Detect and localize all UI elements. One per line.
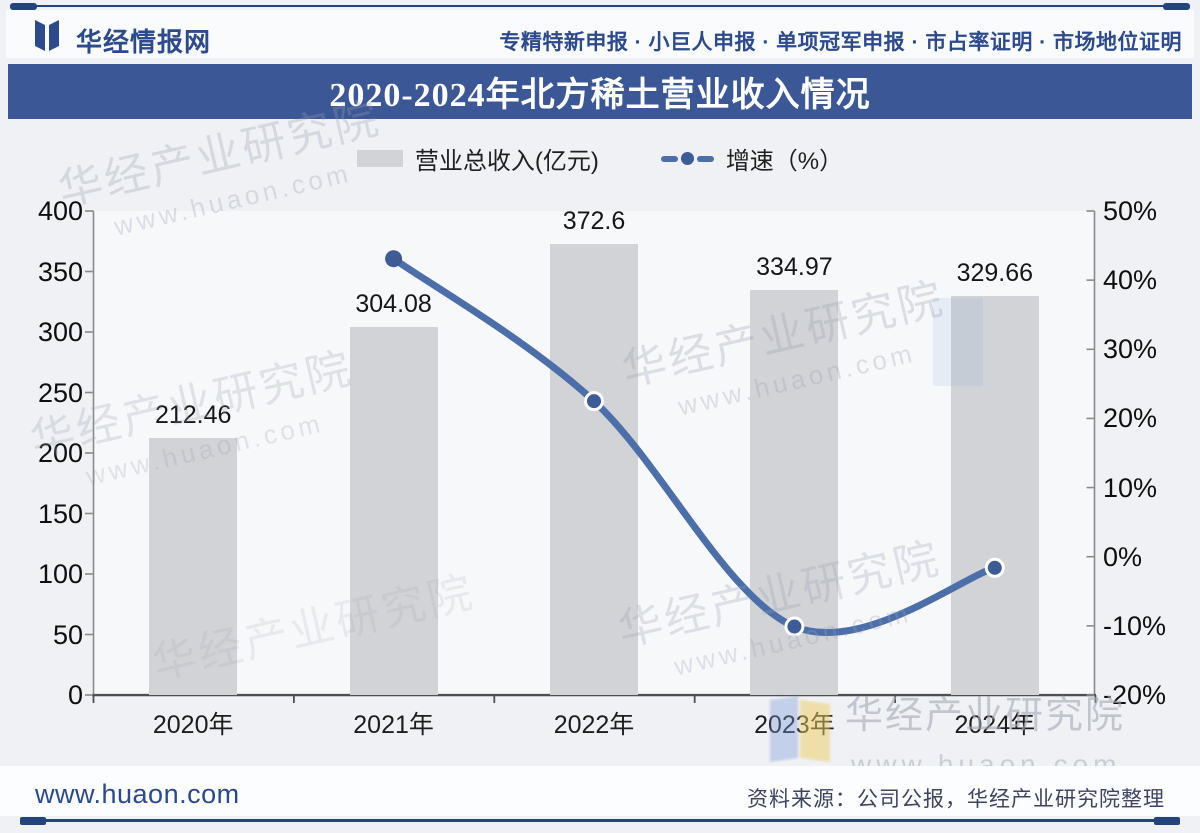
bar <box>349 327 438 695</box>
bar-swatch-icon <box>356 150 403 167</box>
top-rule-left-cap <box>10 2 37 10</box>
x-axis-tick-label: 2023年 <box>754 711 835 739</box>
growth-point <box>584 391 604 412</box>
left-axis-tick-label: 350 <box>37 256 83 287</box>
title-bar: 2020-2024年北方稀土营业收入情况 <box>8 64 1192 119</box>
line-swatch-icon <box>660 152 714 165</box>
x-axis-tick-label: 2021年 <box>353 711 434 739</box>
x-axis-tick-label: 2020年 <box>152 711 234 739</box>
bar <box>149 437 238 695</box>
bottom-rule <box>20 819 1180 822</box>
bar-value-label: 329.66 <box>956 259 1034 288</box>
left-axis-tick-label: 150 <box>37 498 83 529</box>
bars-layer: 212.46 304.08 372.6 334.97 329.66 <box>93 207 1095 695</box>
header-services-text: 专精特新申报 · 小巨人申报 · 单项冠军申报 · 市占率证明 · 市场地位证明 <box>499 31 1182 54</box>
top-rule-right-cap <box>1163 2 1190 10</box>
header-strip <box>6 10 1194 58</box>
bar <box>550 244 638 695</box>
left-axis-tick-label: 50 <box>52 619 83 650</box>
right-axis-tick-label: 20% <box>1103 403 1158 434</box>
left-axis-tick-label: 300 <box>37 317 83 347</box>
legend: 营业总收入(亿元) 增速（%） <box>0 141 1200 176</box>
axes <box>85 210 1097 703</box>
x-axis-labels: 2020年 2021年 2022年 2023年 2024年 <box>93 705 1095 741</box>
top-rule <box>10 5 1190 7</box>
x-axis-tick-label: 2024年 <box>954 711 1036 739</box>
bottom-rule-right-cap <box>1154 816 1180 825</box>
right-axis-tick-label: 40% <box>1103 265 1158 296</box>
right-axis-tick-label: 10% <box>1103 472 1158 503</box>
bar-value-label: 334.97 <box>756 252 833 281</box>
legend-label-growth: 增速（%） <box>725 148 844 175</box>
left-axis-tick-label: 200 <box>37 438 83 468</box>
bar <box>950 296 1039 695</box>
footer-site-link[interactable]: www.huaon.com <box>35 779 240 809</box>
bar-value-label: 304.08 <box>355 290 432 319</box>
growth-point <box>385 250 403 268</box>
right-axis-tick-label: -20% <box>1103 680 1167 710</box>
left-axis-labels: 400 350 300 250 200 150 100 50 0 <box>0 196 83 710</box>
footer-strip <box>0 766 1200 816</box>
left-axis-tick-label: 250 <box>37 377 83 408</box>
left-axis-tick-label: 100 <box>37 559 83 589</box>
bar-value-label: 372.6 <box>562 207 626 236</box>
brand-name[interactable]: 华经情报网 <box>76 27 212 57</box>
brand-logo-icon[interactable] <box>30 18 64 52</box>
legend-item-revenue: 营业总收入(亿元) <box>356 141 599 176</box>
right-axis-tick-label: -10% <box>1103 610 1167 641</box>
x-axis-tick-label: 2022年 <box>553 711 635 739</box>
right-axis-tick-label: 50% <box>1103 196 1158 226</box>
bar-value-label: 212.46 <box>154 400 232 429</box>
footer-source-text: 资料来源：公司公报，华经产业研究院整理 <box>747 788 1165 811</box>
growth-line-layer <box>385 250 1005 637</box>
left-axis-tick-label: 0 <box>67 680 83 710</box>
legend-label-revenue: 营业总收入(亿元) <box>414 148 599 175</box>
legend-item-growth: 增速（%） <box>660 141 844 176</box>
right-axis-tick-label: 0% <box>1103 541 1143 572</box>
growth-point <box>984 557 1005 578</box>
bottom-rule-left-cap <box>20 816 46 825</box>
left-axis-tick-label: 400 <box>37 196 83 226</box>
growth-line <box>390 255 999 636</box>
right-axis-labels: 50% 40% 30% 20% 10% 0% -10% -20% <box>1103 196 1198 710</box>
growth-point <box>784 616 805 637</box>
right-axis-tick-label: 30% <box>1103 334 1158 365</box>
chart-title: 2020-2024年北方稀土营业收入情况 <box>329 77 871 114</box>
